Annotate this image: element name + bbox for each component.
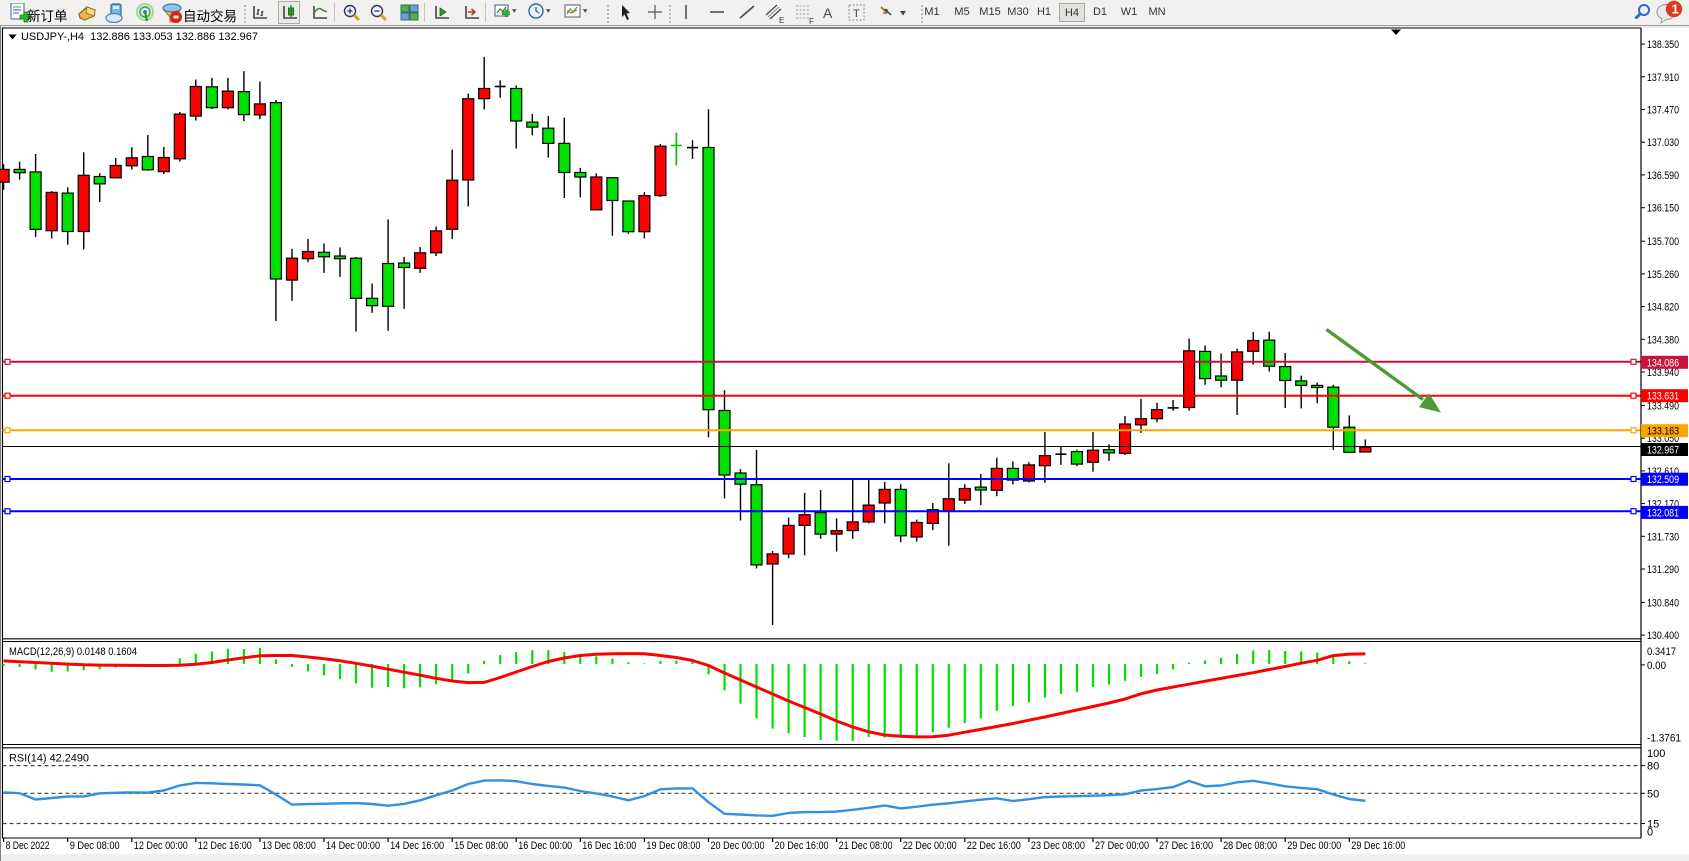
svg-text:22 Dec 16:00: 22 Dec 16:00 [967,840,1021,852]
svg-text:16 Dec 16:00: 16 Dec 16:00 [582,840,636,852]
svg-text:50: 50 [1647,788,1659,800]
svg-text:134.086: 134.086 [1647,357,1679,369]
svg-text:19 Dec 08:00: 19 Dec 08:00 [646,840,700,852]
svg-text:134.820: 134.820 [1647,302,1679,314]
svg-text:132.509: 132.509 [1647,474,1679,486]
svg-text:133.163: 133.163 [1647,426,1679,438]
svg-text:137.910: 137.910 [1647,72,1679,84]
svg-text:0.00: 0.00 [1647,660,1666,672]
svg-text:136.150: 136.150 [1647,203,1679,215]
svg-text:0: 0 [1647,827,1653,839]
svg-text:100: 100 [1647,748,1665,760]
svg-text:T: T [853,8,860,20]
svg-text:27 Dec 16:00: 27 Dec 16:00 [1159,840,1213,852]
svg-text:133.490: 133.490 [1647,401,1679,413]
svg-text:8 Dec 2022: 8 Dec 2022 [6,840,50,852]
svg-text:20 Dec 16:00: 20 Dec 16:00 [775,840,829,852]
svg-text:16 Dec 00:00: 16 Dec 00:00 [518,840,572,852]
svg-text:22 Dec 00:00: 22 Dec 00:00 [903,840,957,852]
svg-text:132.081: 132.081 [1647,507,1679,519]
svg-text:0.3417: 0.3417 [1647,646,1676,658]
svg-text:15: 15 [1647,819,1659,831]
svg-text:12 Dec 16:00: 12 Dec 16:00 [198,840,252,852]
svg-text:12 Dec 00:00: 12 Dec 00:00 [134,840,188,852]
svg-text:MACD(12,26,9) 0.0148 0.1604: MACD(12,26,9) 0.0148 0.1604 [9,646,137,658]
svg-text:131.290: 131.290 [1647,564,1679,576]
svg-text:136.590: 136.590 [1647,170,1679,182]
svg-text:20 Dec 00:00: 20 Dec 00:00 [711,840,765,852]
svg-text:138.350: 138.350 [1647,39,1679,51]
svg-text:14 Dec 00:00: 14 Dec 00:00 [326,840,380,852]
svg-text:135.700: 135.700 [1647,236,1679,248]
svg-text:1: 1 [1672,2,1679,17]
svg-text:135.260: 135.260 [1647,269,1679,281]
svg-text:130.400: 130.400 [1647,630,1679,642]
svg-text:27 Dec 00:00: 27 Dec 00:00 [1095,840,1149,852]
svg-text:15 Dec 08:00: 15 Dec 08:00 [454,840,508,852]
svg-text:USDJPY-,H4 132.886 133.053 13: USDJPY-,H4 132.886 133.053 132.886 132.9… [21,31,258,43]
svg-text:29 Dec 00:00: 29 Dec 00:00 [1287,840,1341,852]
svg-text:133.940: 133.940 [1647,367,1679,379]
svg-text:9 Dec 08:00: 9 Dec 08:00 [70,840,120,852]
svg-text:-1.3761: -1.3761 [1647,733,1681,745]
svg-text:23 Dec 08:00: 23 Dec 08:00 [1031,840,1085,852]
svg-text:21 Dec 08:00: 21 Dec 08:00 [839,840,893,852]
svg-text:137.470: 137.470 [1647,105,1679,117]
svg-text:E: E [779,16,784,25]
svg-text:80: 80 [1647,761,1659,773]
svg-text:28 Dec 08:00: 28 Dec 08:00 [1223,840,1277,852]
svg-text:29 Dec 16:00: 29 Dec 16:00 [1351,840,1405,852]
svg-text:RSI(14) 42.2490: RSI(14) 42.2490 [9,753,89,765]
svg-text:133.631: 133.631 [1647,391,1679,403]
svg-text:134.380: 134.380 [1647,334,1679,346]
svg-text:13 Dec 08:00: 13 Dec 08:00 [262,840,316,852]
svg-text:131.730: 131.730 [1647,531,1679,543]
svg-text:130.840: 130.840 [1647,597,1679,609]
svg-text:F: F [809,17,814,25]
svg-text:137.030: 137.030 [1647,137,1679,149]
svg-text:14 Dec 16:00: 14 Dec 16:00 [390,840,444,852]
svg-text:132.967: 132.967 [1647,445,1679,457]
